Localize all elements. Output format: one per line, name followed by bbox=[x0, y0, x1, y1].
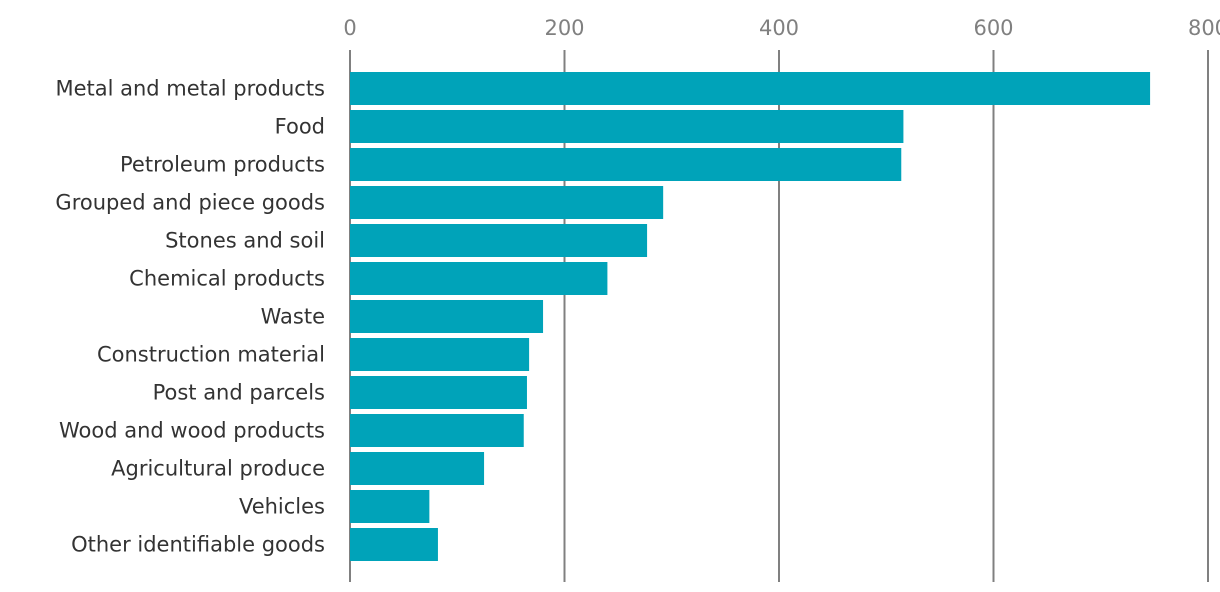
x-tick-label: 400 bbox=[759, 16, 799, 40]
bar-metal-and-metal-products bbox=[350, 72, 1151, 105]
bar-post-and-parcels bbox=[350, 376, 527, 409]
category-label: Chemical products bbox=[129, 267, 325, 291]
bar-chemical-products bbox=[350, 262, 608, 295]
bar-construction-material bbox=[350, 338, 530, 371]
x-tick-label: 800 bbox=[1188, 16, 1220, 40]
category-labels: Metal and metal products Food Petroleum pr… bbox=[55, 77, 325, 557]
bar-grouped-and-piece-goods bbox=[350, 186, 664, 219]
x-axis-ticks: 0 200 400 600 800 bbox=[343, 16, 1220, 40]
bar-petroleum-products bbox=[350, 148, 902, 181]
x-tick-label: 0 bbox=[343, 16, 356, 40]
category-label: Waste bbox=[261, 305, 325, 329]
category-label: Construction material bbox=[97, 343, 325, 367]
category-label: Petroleum products bbox=[120, 153, 325, 177]
category-label: Agricultural produce bbox=[111, 457, 325, 481]
category-label: Other identifiable goods bbox=[71, 533, 325, 557]
category-label: Food bbox=[275, 115, 325, 139]
bar-vehicles bbox=[350, 490, 430, 523]
bar-food bbox=[350, 110, 904, 143]
x-tick-label: 200 bbox=[544, 16, 584, 40]
bar-agricultural-produce bbox=[350, 452, 485, 485]
category-label: Vehicles bbox=[239, 495, 325, 519]
category-label: Post and parcels bbox=[153, 381, 325, 405]
x-tick-label: 600 bbox=[973, 16, 1013, 40]
bar-waste bbox=[350, 300, 544, 333]
category-label: Wood and wood products bbox=[59, 419, 325, 443]
bar-stones-and-soil bbox=[350, 224, 648, 257]
bars bbox=[350, 72, 1151, 561]
category-label: Grouped and piece goods bbox=[55, 191, 325, 215]
category-label: Metal and metal products bbox=[55, 77, 325, 101]
category-label: Stones and soil bbox=[165, 229, 325, 253]
bar-other-identifiable-goods bbox=[350, 528, 438, 561]
bar-wood-and-wood-products bbox=[350, 414, 524, 447]
